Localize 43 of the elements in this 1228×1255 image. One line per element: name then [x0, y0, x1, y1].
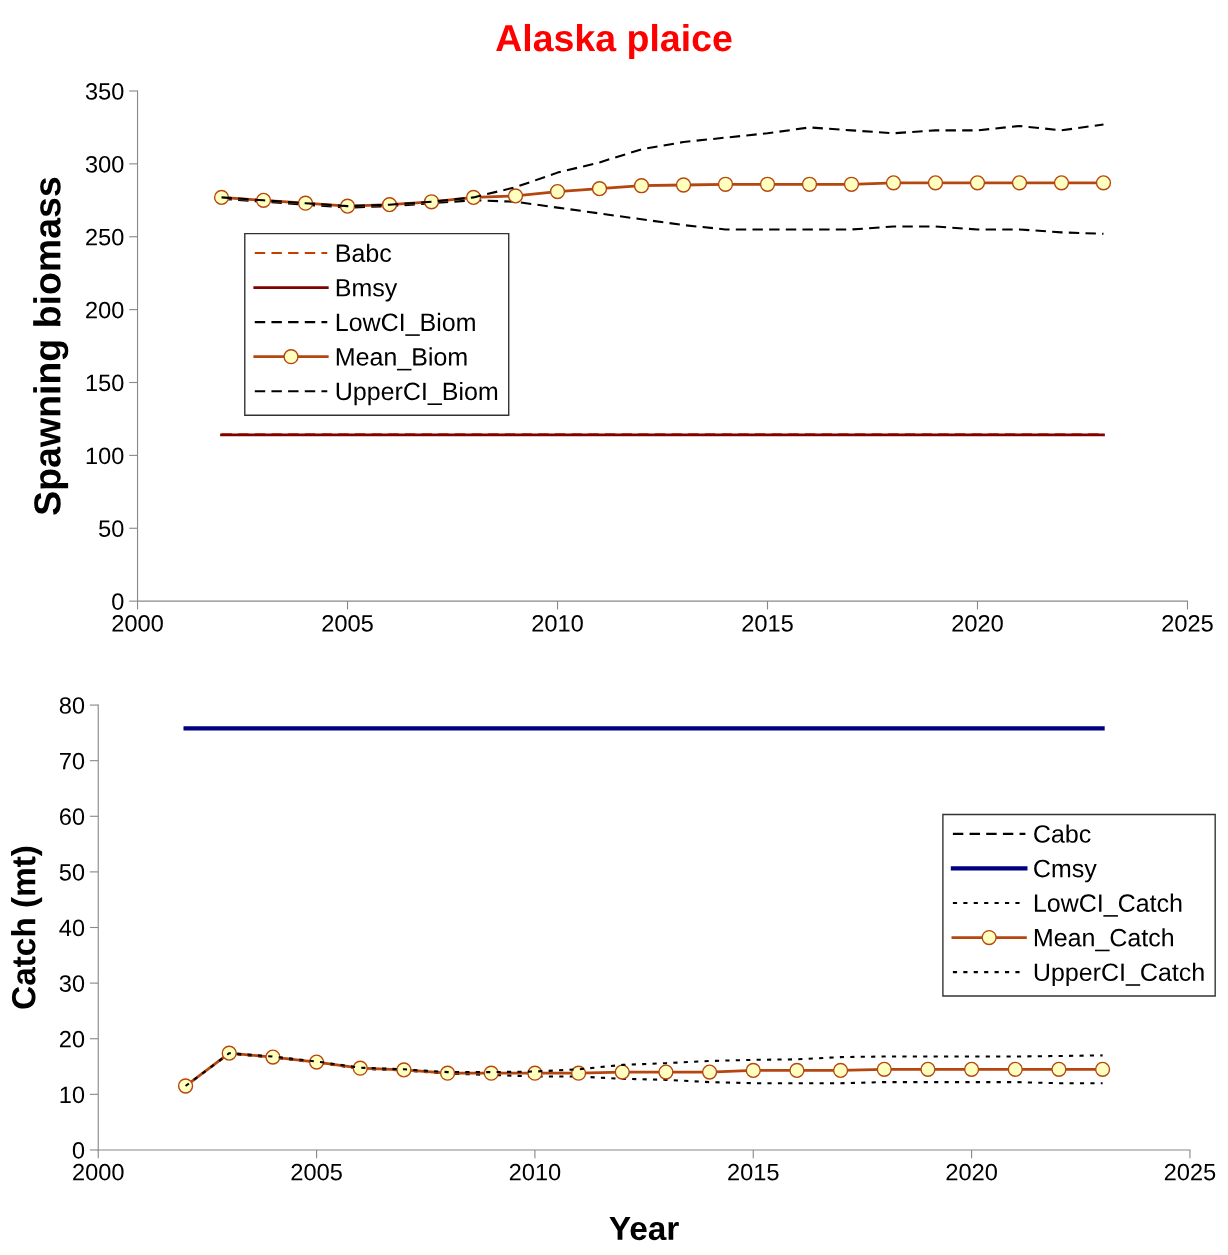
y-tick-label: 100 — [86, 447, 124, 465]
y-tick-label: 30 — [59, 975, 85, 992]
y-tick-label: 0 — [112, 593, 124, 610]
x-axis-title: Year — [609, 1216, 679, 1241]
legend-label: Cabc — [1034, 824, 1091, 843]
chart-title: Alaska plaice — [496, 23, 732, 59]
y-tick-label: 20 — [59, 1030, 85, 1048]
x-tick-label: 2020 — [952, 614, 1003, 632]
legend-label: UpperCI_Biom — [336, 381, 498, 406]
y-tick-label: 250 — [86, 228, 124, 246]
y-tick-label: 350 — [85, 83, 124, 100]
legend-label: LowCI_Biom — [336, 312, 475, 336]
y-tick-label: 300 — [85, 155, 124, 173]
y-tick-label: 50 — [99, 520, 124, 538]
y-axis-title: Spawning biomass — [33, 177, 69, 515]
x-tick-label: 2000 — [73, 1163, 124, 1181]
x-tick-label: 2025 — [1162, 614, 1213, 632]
x-tick-label: 2010 — [532, 614, 583, 632]
x-tick-label: 2000 — [112, 614, 163, 632]
legend-label: Mean_Catch — [1034, 928, 1174, 952]
y-tick-label: 70 — [60, 752, 85, 770]
y-tick-label: 150 — [86, 374, 124, 392]
legend-label: Bmsy — [336, 279, 398, 302]
y-tick-label: 80 — [59, 697, 85, 714]
y-axis-title: Catch (mt) — [11, 846, 43, 1009]
x-tick-label: 2025 — [1164, 1163, 1216, 1181]
legend-label: Mean_Biom — [336, 347, 467, 371]
y-tick-label: 50 — [59, 863, 85, 881]
x-tick-label: 2005 — [291, 1163, 342, 1181]
y-tick-label: 60 — [59, 808, 85, 826]
x-tick-label: 2005 — [322, 614, 373, 632]
y-tick-label: 40 — [59, 919, 85, 937]
legend-label: UpperCI_Catch — [1034, 962, 1204, 987]
legend-label: Babc — [336, 243, 392, 263]
legend-label: Cmsy — [1034, 859, 1097, 883]
x-tick-label: 2015 — [728, 1163, 779, 1181]
x-tick-label: 2010 — [509, 1163, 561, 1181]
y-tick-label: 200 — [86, 301, 124, 319]
x-tick-label: 2015 — [742, 614, 793, 632]
x-tick-label: 2020 — [946, 1163, 997, 1181]
legend-label: LowCI_Catch — [1034, 893, 1182, 917]
y-tick-label: 10 — [60, 1086, 85, 1104]
y-tick-label: 0 — [72, 1142, 85, 1159]
